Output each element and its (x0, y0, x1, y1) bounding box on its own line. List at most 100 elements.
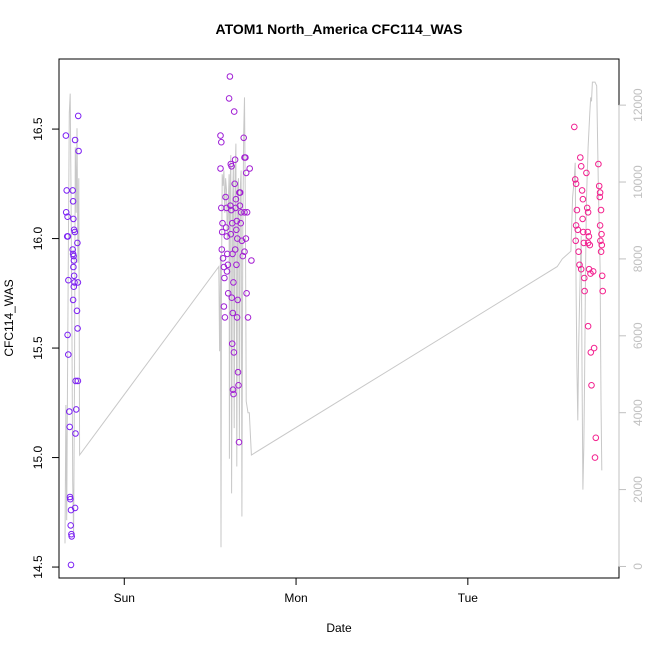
data-point (64, 331, 71, 339)
data-point (230, 390, 237, 398)
data-point (231, 156, 239, 163)
data-point (571, 123, 578, 131)
data-point (596, 222, 604, 229)
data-point (219, 254, 227, 262)
data-point (584, 228, 592, 236)
data-point (74, 279, 82, 286)
data-point (228, 294, 236, 302)
data-point (595, 160, 602, 168)
data-point (597, 237, 604, 245)
data-point (66, 408, 73, 415)
data-point (596, 189, 604, 196)
data-point (228, 163, 235, 170)
data-point (581, 287, 588, 295)
data-point (69, 198, 77, 205)
data-point (229, 309, 237, 317)
data-point (585, 233, 593, 240)
data-point (69, 296, 77, 304)
data-point (74, 325, 81, 332)
data-point (243, 290, 250, 297)
data-point (67, 522, 74, 529)
data-point (233, 314, 241, 321)
data-point (242, 154, 249, 161)
data-point (574, 226, 582, 234)
right-y-tick-label: 10000 (631, 165, 645, 199)
data-point (65, 351, 72, 358)
data-point (239, 252, 247, 260)
data-point (580, 239, 588, 247)
data-point (71, 504, 79, 512)
data-point (589, 268, 597, 275)
data-point (586, 241, 594, 249)
data-point (71, 136, 79, 144)
data-point (243, 209, 251, 216)
data-point (575, 248, 582, 255)
data-point (72, 406, 80, 413)
right-y-tick-label: 12000 (631, 88, 645, 122)
y-tick-label: 14.5 (31, 555, 45, 579)
x-tick-label: Tue (458, 591, 479, 605)
altitude-line-layer (64, 81, 603, 548)
data-points-layer (62, 73, 607, 569)
y-tick-label: 15.0 (31, 446, 45, 470)
data-point (222, 193, 229, 201)
x-axis: Sun Mon Tue (114, 577, 479, 605)
data-point (68, 533, 75, 540)
data-point (598, 272, 606, 280)
right-y-tick-label: 0 (631, 563, 645, 570)
data-point (596, 193, 604, 201)
data-point (587, 349, 595, 356)
data-point (581, 274, 588, 282)
data-point (573, 206, 581, 214)
plot-frame (58, 58, 620, 579)
data-point (70, 263, 77, 271)
data-point (73, 307, 81, 315)
data-point (233, 261, 240, 269)
data-point (235, 438, 243, 446)
data-point (67, 561, 75, 569)
altitude-line (64, 81, 603, 548)
right-y-axis: 0 2000 4000 6000 8000 10000 12000 (618, 88, 645, 570)
data-point (576, 261, 583, 269)
data-point (62, 209, 70, 216)
data-point (597, 206, 605, 214)
data-point (578, 187, 586, 194)
data-point (222, 224, 230, 231)
data-point (598, 230, 605, 238)
data-point (66, 493, 74, 501)
data-point (241, 248, 248, 255)
data-point (599, 287, 607, 295)
data-point (227, 230, 235, 238)
data-point (244, 314, 252, 321)
data-point (70, 272, 78, 280)
data-point (70, 252, 77, 260)
data-point (234, 368, 242, 376)
data-point (221, 274, 228, 282)
data-point (246, 165, 253, 172)
data-point (572, 222, 580, 229)
data-point (579, 215, 586, 223)
data-point (217, 132, 224, 139)
right-y-tick-label: 4000 (631, 399, 645, 426)
right-y-tick-label: 8000 (631, 245, 645, 272)
data-point (598, 241, 606, 249)
data-point (237, 219, 244, 227)
data-point (224, 290, 232, 297)
data-point (584, 322, 592, 330)
data-point (70, 215, 77, 223)
data-point (233, 217, 241, 225)
data-point (595, 182, 603, 190)
data-point (220, 303, 228, 310)
data-point (229, 386, 237, 394)
data-point (583, 204, 591, 212)
data-point (221, 314, 229, 321)
y-axis: 14.5 15.0 15.5 16.0 16.5 (31, 117, 60, 579)
data-point (230, 349, 238, 356)
data-point (66, 423, 73, 431)
data-point (71, 279, 78, 286)
data-point (219, 219, 226, 227)
x-axis-title: Date (326, 621, 352, 635)
data-point (236, 202, 244, 209)
data-point (223, 268, 231, 275)
